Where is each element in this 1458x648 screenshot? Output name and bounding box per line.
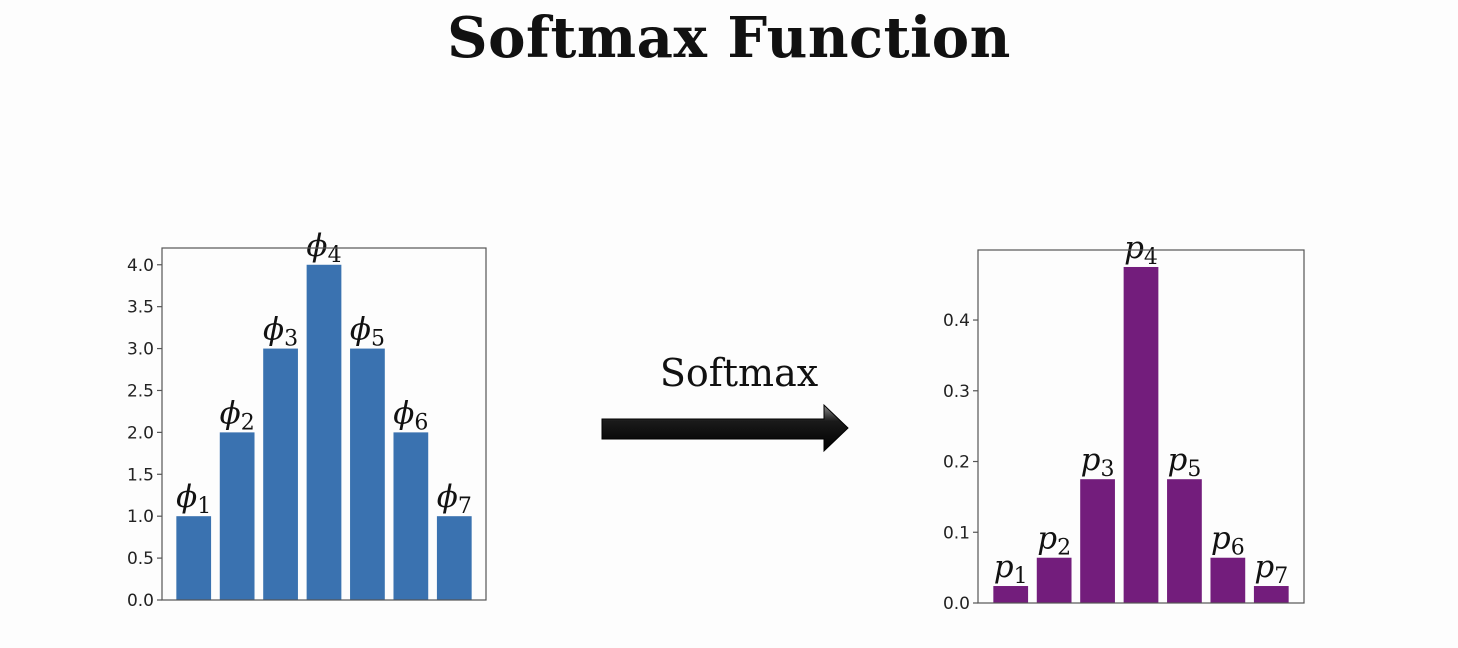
bar-label-2: ϕ2 [220, 395, 255, 435]
arrow-label: Softmax [660, 351, 818, 395]
bar-5 [350, 348, 385, 600]
bar-label-4: ϕ4 [306, 228, 341, 268]
bar-label-6: ϕ6 [393, 395, 428, 435]
bar-6 [1210, 557, 1246, 603]
plot-frame [977, 249, 1305, 604]
bar-1 [176, 516, 212, 600]
bar-2 [1036, 557, 1072, 603]
bar-1 [993, 586, 1029, 603]
bar-5 [1167, 479, 1202, 603]
bar-label-1: p1 [994, 549, 1028, 589]
bar-6 [393, 432, 429, 600]
y-tick-label: 0.3 [943, 382, 970, 402]
y-tick-label: 0.5 [127, 549, 154, 569]
y-tick-label: 2.0 [127, 423, 154, 443]
arrow-right-icon [601, 403, 849, 453]
y-tick-label: 1.5 [127, 465, 154, 485]
plot-frame [161, 247, 487, 601]
y-tick-label: 3.0 [127, 340, 154, 360]
y-tick-label: 4.0 [127, 256, 154, 276]
y-tick-label: 2.5 [127, 381, 154, 401]
bar-label-7: p7 [1254, 549, 1288, 589]
bar-4 [306, 264, 342, 600]
bar-3 [263, 348, 298, 600]
bar-label-1: ϕ1 [176, 479, 211, 519]
bar-label-4: p4 [1124, 230, 1158, 270]
softmax-arrow: Softmax [601, 351, 849, 453]
y-tick-label: 0.0 [127, 591, 154, 611]
bar-7 [1253, 586, 1289, 603]
bar-label-7: ϕ7 [437, 479, 472, 519]
y-tick-label: 0.1 [943, 523, 970, 543]
y-tick-label: 0.4 [943, 311, 970, 331]
y-tick-label: 0.0 [943, 594, 970, 614]
slide-title: Softmax Function [447, 5, 1011, 71]
y-tick-label: 0.2 [943, 453, 970, 473]
bar-label-2: p2 [1037, 521, 1071, 561]
input-scores-chart: ϕ1 ϕ2 ϕ3 ϕ4 ϕ5 ϕ6 ϕ7 0.0 0.5 1.0 1.5 2.0 2.5 3.0 3.5 4.… [127, 228, 487, 611]
bar-label-5: ϕ5 [350, 312, 385, 352]
y-tick-label: 1.0 [127, 507, 154, 527]
y-tick-label: 3.5 [127, 298, 154, 318]
bar-2 [219, 432, 255, 600]
bar-label-5: p5 [1167, 442, 1201, 482]
bar-label-6: p6 [1211, 521, 1245, 561]
bar-7 [436, 516, 472, 600]
bar-label-3: p3 [1081, 442, 1115, 482]
bar-label-3: ϕ3 [263, 312, 298, 352]
bar-4 [1123, 266, 1159, 603]
bar-3 [1080, 479, 1115, 603]
